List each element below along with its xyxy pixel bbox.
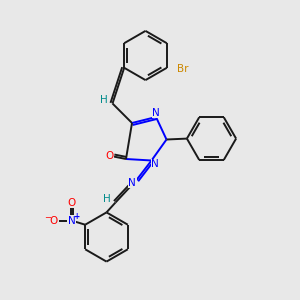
Text: O: O	[106, 151, 114, 161]
Text: Br: Br	[177, 64, 189, 74]
Text: −: −	[44, 213, 51, 222]
Text: O: O	[67, 198, 76, 208]
Text: N: N	[68, 215, 75, 226]
Text: N: N	[151, 159, 159, 169]
Text: H: H	[100, 95, 108, 105]
Text: N: N	[128, 178, 136, 188]
Text: +: +	[73, 212, 79, 221]
Text: H: H	[103, 194, 111, 205]
Text: N: N	[152, 108, 160, 118]
Text: O: O	[49, 216, 58, 226]
